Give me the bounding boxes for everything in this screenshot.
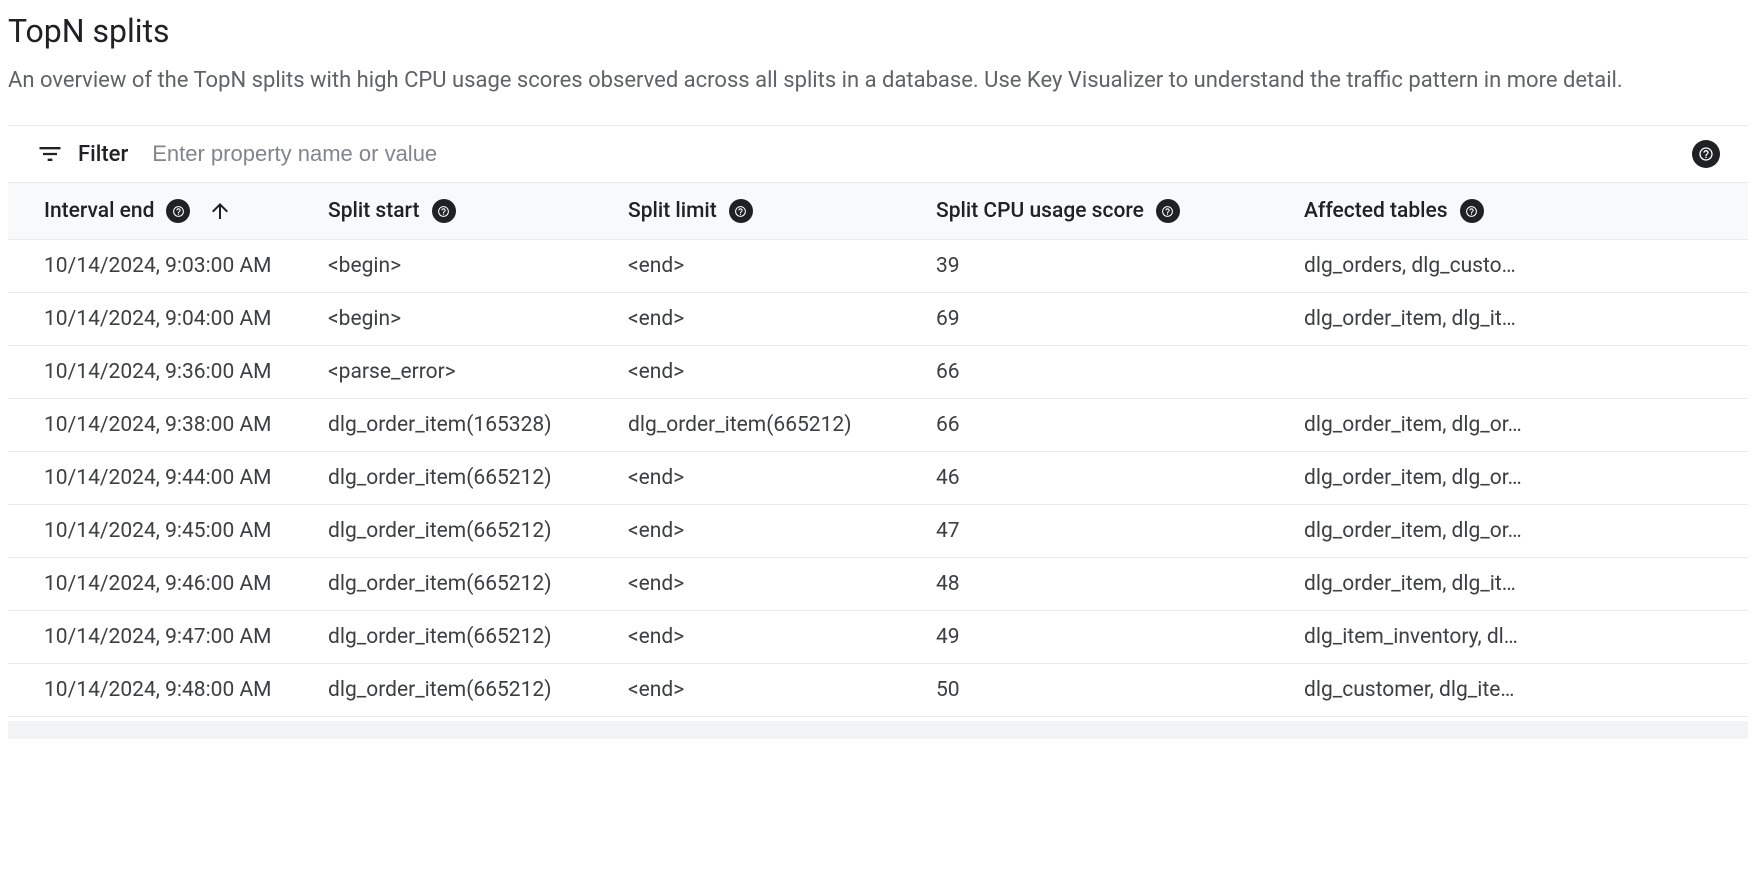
table-row[interactable]: 10/14/2024, 9:38:00 AMdlg_order_item(165… xyxy=(8,399,1748,452)
cell-interval-end: 10/14/2024, 9:45:00 AM xyxy=(8,519,316,543)
column-label: Interval end xyxy=(44,199,154,223)
cell-split-limit: <end> xyxy=(616,519,924,543)
cell-affected-tables: dlg_item_inventory, dl… xyxy=(1292,625,1748,649)
cell-cpu-score: 48 xyxy=(924,572,1292,596)
cell-split-limit: <end> xyxy=(616,254,924,278)
cell-cpu-score: 39 xyxy=(924,254,1292,278)
table-body: 10/14/2024, 9:03:00 AM<begin><end>39dlg_… xyxy=(8,240,1748,717)
cell-split-start: dlg_order_item(665212) xyxy=(316,466,616,490)
table-row[interactable]: 10/14/2024, 9:36:00 AM<parse_error><end>… xyxy=(8,346,1748,399)
filter-bar: Filter xyxy=(8,125,1748,183)
filter-input[interactable] xyxy=(152,141,1692,167)
cell-split-start: dlg_order_item(165328) xyxy=(316,413,616,437)
column-label: Split start xyxy=(328,199,420,223)
help-icon[interactable] xyxy=(432,199,456,223)
cell-affected-tables: dlg_order_item, dlg_or… xyxy=(1292,413,1748,437)
cell-affected-tables: dlg_order_item, dlg_it… xyxy=(1292,572,1748,596)
filter-icon xyxy=(36,140,64,168)
table-row[interactable]: 10/14/2024, 9:45:00 AMdlg_order_item(665… xyxy=(8,505,1748,558)
cell-affected-tables: dlg_order_item, dlg_it… xyxy=(1292,307,1748,331)
column-label: Affected tables xyxy=(1304,199,1448,223)
cell-affected-tables: dlg_customer, dlg_ite… xyxy=(1292,678,1748,702)
cell-cpu-score: 49 xyxy=(924,625,1292,649)
filter-label: Filter xyxy=(78,142,128,167)
cell-split-limit: <end> xyxy=(616,678,924,702)
table-row[interactable]: 10/14/2024, 9:04:00 AM<begin><end>69dlg_… xyxy=(8,293,1748,346)
cell-interval-end: 10/14/2024, 9:44:00 AM xyxy=(8,466,316,490)
cell-split-start: dlg_order_item(665212) xyxy=(316,678,616,702)
cell-split-limit: <end> xyxy=(616,625,924,649)
table-row[interactable]: 10/14/2024, 9:44:00 AMdlg_order_item(665… xyxy=(8,452,1748,505)
cell-split-start: dlg_order_item(665212) xyxy=(316,572,616,596)
column-header-interval-end[interactable]: Interval end xyxy=(8,199,316,223)
table-row[interactable]: 10/14/2024, 9:47:00 AMdlg_order_item(665… xyxy=(8,611,1748,664)
help-icon[interactable] xyxy=(1156,199,1180,223)
help-icon[interactable] xyxy=(1692,140,1720,168)
help-icon[interactable] xyxy=(166,199,190,223)
column-label: Split CPU usage score xyxy=(936,199,1144,223)
cell-affected-tables: dlg_orders, dlg_custo… xyxy=(1292,254,1748,278)
cell-interval-end: 10/14/2024, 9:46:00 AM xyxy=(8,572,316,596)
table-header-row: Interval end Split start Split limit Spl… xyxy=(8,183,1748,240)
column-header-cpu-score[interactable]: Split CPU usage score xyxy=(924,199,1292,223)
cell-cpu-score: 46 xyxy=(924,466,1292,490)
cell-interval-end: 10/14/2024, 9:48:00 AM xyxy=(8,678,316,702)
cell-split-start: dlg_order_item(665212) xyxy=(316,519,616,543)
cell-affected-tables: dlg_order_item, dlg_or… xyxy=(1292,519,1748,543)
cell-cpu-score: 47 xyxy=(924,519,1292,543)
splits-table: Interval end Split start Split limit Spl… xyxy=(8,183,1748,739)
cell-cpu-score: 50 xyxy=(924,678,1292,702)
cell-split-start: <begin> xyxy=(316,254,616,278)
column-label: Split limit xyxy=(628,199,717,223)
horizontal-scrollbar[interactable] xyxy=(8,721,1748,739)
cell-split-limit: dlg_order_item(665212) xyxy=(616,413,924,437)
cell-affected-tables xyxy=(1292,360,1748,384)
cell-interval-end: 10/14/2024, 9:36:00 AM xyxy=(8,360,316,384)
cell-interval-end: 10/14/2024, 9:04:00 AM xyxy=(8,307,316,331)
page-title: TopN splits xyxy=(8,12,1748,50)
cell-interval-end: 10/14/2024, 9:38:00 AM xyxy=(8,413,316,437)
help-icon[interactable] xyxy=(1460,199,1484,223)
cell-interval-end: 10/14/2024, 9:03:00 AM xyxy=(8,254,316,278)
table-row[interactable]: 10/14/2024, 9:48:00 AMdlg_order_item(665… xyxy=(8,664,1748,717)
cell-cpu-score: 66 xyxy=(924,360,1292,384)
cell-cpu-score: 69 xyxy=(924,307,1292,331)
cell-split-limit: <end> xyxy=(616,360,924,384)
cell-split-start: <parse_error> xyxy=(316,360,616,384)
sort-ascending-icon[interactable] xyxy=(208,199,232,223)
cell-cpu-score: 66 xyxy=(924,413,1292,437)
table-row[interactable]: 10/14/2024, 9:46:00 AMdlg_order_item(665… xyxy=(8,558,1748,611)
cell-split-limit: <end> xyxy=(616,307,924,331)
page-description: An overview of the TopN splits with high… xyxy=(8,64,1708,97)
cell-split-start: dlg_order_item(665212) xyxy=(316,625,616,649)
column-header-split-limit[interactable]: Split limit xyxy=(616,199,924,223)
column-header-split-start[interactable]: Split start xyxy=(316,199,616,223)
help-icon[interactable] xyxy=(729,199,753,223)
cell-affected-tables: dlg_order_item, dlg_or… xyxy=(1292,466,1748,490)
cell-split-limit: <end> xyxy=(616,572,924,596)
cell-split-limit: <end> xyxy=(616,466,924,490)
cell-interval-end: 10/14/2024, 9:47:00 AM xyxy=(8,625,316,649)
cell-split-start: <begin> xyxy=(316,307,616,331)
table-row[interactable]: 10/14/2024, 9:03:00 AM<begin><end>39dlg_… xyxy=(8,240,1748,293)
column-header-affected-tables[interactable]: Affected tables xyxy=(1292,199,1748,223)
